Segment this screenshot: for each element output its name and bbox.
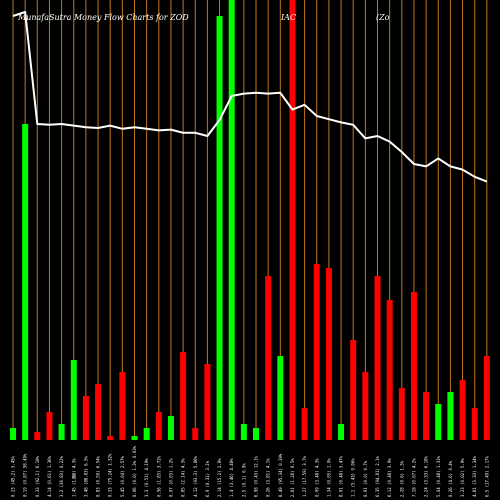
bar-up	[277, 356, 284, 440]
x-tick-label: 6.9 (0.31) 3.1%	[205, 460, 210, 497]
bar-up	[143, 428, 150, 440]
x-tick-label: 0.83 (0.59) 6.54%	[96, 455, 101, 497]
bar-down	[313, 264, 320, 440]
x-tick-label: 0.06 (0.0) 1.3%	[132, 460, 137, 497]
x-tick-label: 3.3 (0.51) 4.19%	[144, 458, 149, 497]
price-line-series	[12, 11, 488, 183]
bar-up	[22, 124, 29, 440]
x-tick-label: 8.49 (95.34) 0.39%	[278, 453, 283, 497]
bar-up	[435, 404, 442, 440]
bar-down	[350, 340, 357, 440]
bar-down	[483, 356, 490, 440]
x-tick-label: 0.33 (92.1) 6.18%	[35, 455, 40, 497]
x-tick-label: 5.45 (0.04) 2.57%	[120, 455, 125, 497]
bar-up	[228, 0, 235, 440]
x-tick-label: 2.14 (15.2) 2.8%	[217, 458, 222, 497]
x-tick-label: 0.09 (3.48) 4.3%	[314, 458, 319, 497]
bar-down	[423, 392, 430, 440]
x-tick-label: 6.5 (17.49) 2.17%	[484, 455, 489, 497]
x-tick-label: 0.97 (0.03) 1.2%	[168, 458, 173, 497]
chart-title-part-3: (Zo	[376, 13, 390, 22]
bar-up	[58, 424, 65, 440]
bar-up	[10, 428, 16, 440]
bar-down	[459, 380, 466, 440]
bar-up	[253, 428, 259, 440]
bar-down	[82, 396, 89, 440]
chart-title-part-1: MunafaSutra Money Flow Charts for ZOD	[17, 13, 189, 22]
bar-down	[155, 412, 162, 440]
x-tick-label: 0.91 (0.0) 0.7%	[363, 460, 368, 497]
x-tick-extra-label: 0.03%	[132, 445, 137, 458]
bar-up	[167, 416, 174, 440]
x-tick-label: 1.27 (17.59) 3.7%	[302, 455, 307, 497]
x-tick-label: 3.2 (36.83) 0.22%	[59, 455, 64, 497]
x-tick-label: 6.12 (0.48) 3.9%	[387, 458, 392, 497]
bar-down	[95, 384, 102, 440]
x-tick-label: 7.18 (0.07) 4.2%	[411, 458, 416, 497]
x-tick-label: 5.04 (0.48) 1.31%	[436, 455, 441, 497]
bar-up	[131, 436, 138, 440]
bar-down	[374, 276, 381, 440]
x-tick-label: 2.5 (0.1) 0.9%	[241, 463, 246, 497]
x-tick-label: 2.81 (1.28) 0.5%	[290, 458, 295, 497]
bar-down	[265, 276, 272, 440]
x-tick-label: 2.24 (3.33) 6.18%	[424, 455, 429, 497]
x-tick-label: 6.35 (94.81) 2.1%	[375, 455, 380, 497]
x-tick-label: 1.4 (3.46) 4.48%	[229, 458, 234, 497]
bar-down	[289, 0, 296, 440]
bar-down	[301, 408, 308, 440]
x-tick-label: 4.14 (0.61) 1.36%	[47, 455, 52, 497]
x-tick-label: 0.33 (75.24) 1.32%	[108, 453, 113, 497]
x-tick-label: 3.23 (0.02) 5.9%	[460, 458, 465, 497]
x-tick-label: 0.19 (0.87) 58.49%	[23, 453, 28, 497]
x-tick-label: 1.45 (1.29) 4.3%	[71, 458, 76, 497]
bar-up	[70, 360, 77, 440]
x-tick-label: 4.81 (3.33) 1.34%	[472, 455, 477, 497]
chart-title: MunafaSutra Money Flow Charts for ZOD IA…	[17, 13, 390, 22]
x-tick-label: 8.01 (0.48) 3.47%	[339, 455, 344, 497]
x-tick-labels: 0.23 (45.2) 3.45% 0.19 (0.87) 58.49% 0.33 …	[11, 445, 490, 497]
bar-down	[471, 408, 478, 440]
bar-down	[34, 432, 41, 440]
x-tick-label: 0.85 (2.14) 4.3%	[181, 458, 186, 497]
bar-down	[398, 388, 405, 440]
bar-down	[362, 372, 369, 440]
bar-up	[447, 392, 454, 440]
bar-up	[240, 424, 247, 440]
bar-up	[338, 424, 345, 440]
x-tick-label: 2.28 (0.6) 1.3%	[399, 460, 404, 497]
x-tick-label: 3.48 (88.83) 6.5%	[83, 455, 88, 497]
bar-down	[325, 268, 332, 440]
x-tick-label: 1.1 (5.43) 0.96%	[351, 458, 356, 497]
bar-down	[386, 300, 393, 440]
bar-down	[410, 292, 417, 440]
x-tick-label: 0.26 (4.6) 0.4%	[448, 460, 453, 497]
bar-up	[216, 16, 223, 440]
bar-down	[107, 436, 114, 440]
price-line	[12, 11, 488, 183]
bar-series	[10, 0, 490, 440]
x-tick-label: 4.12 (93.3) 5.86%	[193, 455, 198, 497]
bar-down	[180, 352, 187, 440]
bar-down	[46, 412, 53, 440]
bar-down	[192, 428, 199, 440]
x-tick-extra-label: 0%	[71, 474, 76, 479]
chart-title-part-2: IAC	[280, 13, 296, 22]
x-tick-label: 1.34 (0.05) 1.9%	[326, 458, 331, 497]
x-tick-label: 0.26 (3.81) 4.1%	[266, 458, 271, 497]
x-tick-label: 0.56 (1.83) 3.72%	[156, 455, 161, 497]
bar-down	[204, 364, 211, 440]
bar-down	[119, 372, 126, 440]
x-tick-label: 0.23 (45.2) 3.45%	[11, 455, 16, 497]
x-tick-label: 6.08 (0.43) 12.1%	[254, 455, 259, 497]
